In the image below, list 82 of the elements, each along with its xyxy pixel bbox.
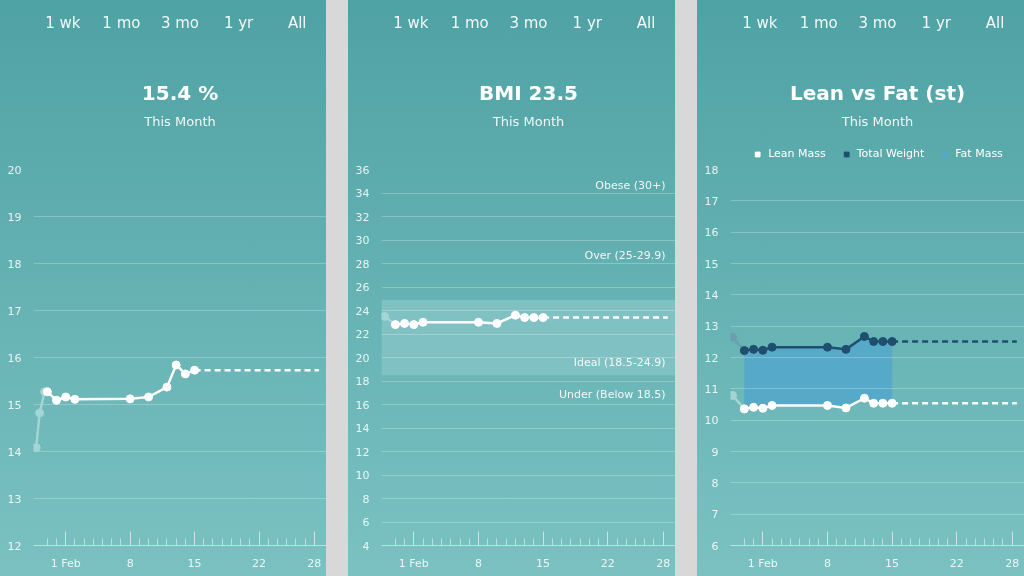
chart-title: BMI 23.5 [479,80,578,105]
y-tick-label: 19 [7,210,22,224]
x-tick-label: 8 [126,556,134,570]
y-tick-label: 17 [704,194,719,208]
y-tick-label: 26 [355,281,370,294]
text: 1 mo [450,13,489,32]
y-tick-label: 16 [355,398,370,412]
annotation: Obese (30+) [595,179,666,193]
y-tick-label: 16 [704,226,719,240]
y-tick-label: 6 [711,539,719,553]
chart-subtitle: This Month [840,114,914,129]
chart-title: 15.4 % [141,80,219,105]
text: All [985,13,1005,32]
annotation: Over (25-29.9) [584,249,666,263]
y-tick-label: 7 [711,508,719,522]
y-tick-label: 13 [704,320,719,334]
y-tick-label: 16 [7,351,22,365]
y-tick-label: 13 [7,492,22,506]
y-tick-label: 9 [711,445,719,459]
y-tick-label: 10 [704,414,719,428]
text: 1 wk [393,13,429,32]
x-tick-label: 1 Feb [398,556,429,570]
y-tick-label: 15 [7,398,22,412]
x-tick-label: 22 [600,556,615,570]
text: All [287,13,307,32]
text: 3 mo [509,13,548,32]
y-tick-label: 14 [704,288,719,302]
x-tick-label: 22 [949,556,964,570]
x-tick-label: 1 Feb [50,556,81,570]
y-tick-label: 28 [355,257,370,271]
x-tick-label: 15 [187,556,202,570]
text: 1 yr [572,13,603,32]
y-tick-label: 18 [7,257,22,271]
x-tick-label: 28 [307,556,322,570]
text: 3 mo [160,13,200,32]
y-tick-label: 18 [355,375,370,388]
x-tick-label: 28 [656,556,671,570]
y-tick-label: 12 [7,539,22,553]
text: 1 wk [45,13,81,32]
y-tick-label: 32 [355,210,370,224]
x-tick-label: 8 [474,556,482,570]
x-tick-label: 8 [823,556,831,570]
text: All [636,13,656,32]
y-tick-label: 36 [355,163,370,177]
legend-label: Total Weight [856,147,925,160]
band-label: Ideal (18.5-24.9) [573,356,666,370]
y-tick-label: 20 [355,351,370,365]
y-tick-label: 8 [711,476,719,490]
x-tick-label: 15 [536,556,551,570]
y-tick-label: 18 [704,163,719,177]
y-tick-label: 12 [704,351,719,365]
y-tick-label: 11 [704,382,719,396]
text: 1 mo [799,13,838,32]
y-tick-label: 8 [362,492,370,506]
chart-subtitle: This Month [491,114,565,129]
y-tick-label: 14 [355,422,370,435]
y-tick-label: 14 [7,445,22,459]
y-tick-label: 20 [7,163,22,177]
text: 1 mo [102,13,141,32]
x-tick-label: 15 [885,556,900,570]
annotation: Under (Below 18.5) [559,387,666,401]
y-tick-label: 30 [355,234,370,247]
y-tick-label: 17 [7,304,22,318]
x-tick-label: 28 [1005,556,1020,570]
y-tick-label: 15 [704,257,719,271]
x-tick-label: 22 [252,556,266,570]
legend-label: Fat Mass [955,147,1003,160]
y-tick-label: 4 [362,539,370,553]
text: 1 yr [223,13,255,32]
chart-subtitle: This Month [143,114,216,129]
text: 1 wk [742,13,778,32]
text: 1 yr [921,13,952,32]
y-tick-label: 10 [355,469,370,482]
y-tick-label: 6 [362,516,370,529]
x-tick-label: 1 Feb [747,556,778,570]
y-tick-label: 12 [355,445,370,459]
text: 3 mo [858,13,897,32]
y-tick-label: 22 [355,328,370,341]
chart-title: Lean vs Fat (st) [789,80,966,105]
y-tick-label: 34 [355,187,370,200]
legend-label: Lean Mass [768,147,826,160]
y-tick-label: 24 [355,304,370,318]
